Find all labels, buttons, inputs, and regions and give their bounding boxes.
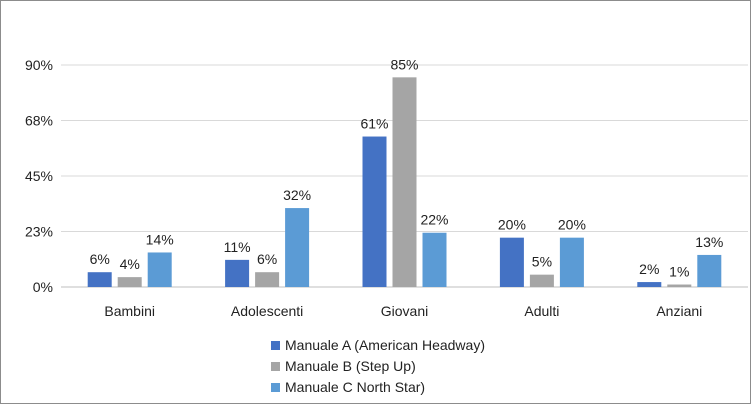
y-tick-label: 45% bbox=[25, 168, 53, 184]
bar-anziani-series-1 bbox=[637, 282, 662, 287]
data-label: 61% bbox=[360, 116, 388, 132]
y-tick-label: 68% bbox=[25, 113, 53, 129]
data-label: 4% bbox=[120, 256, 140, 272]
data-label: 6% bbox=[90, 251, 110, 267]
category-label: Anziani bbox=[656, 303, 702, 319]
y-tick-label: 0% bbox=[33, 279, 53, 295]
category-label: Adolescenti bbox=[231, 303, 303, 319]
legend-swatch bbox=[271, 362, 280, 371]
data-label: 32% bbox=[283, 187, 311, 203]
data-label: 14% bbox=[146, 231, 174, 247]
x-axis-categories: Bambini Adolescenti Giovani Adulti Anziani bbox=[104, 303, 702, 319]
bar-adulti-series-1 bbox=[499, 237, 524, 287]
legend-label: Manuale C North Star) bbox=[285, 379, 425, 395]
data-label: 20% bbox=[558, 217, 586, 233]
data-label: 11% bbox=[224, 239, 251, 255]
data-label: 2% bbox=[639, 261, 659, 277]
data-label: 22% bbox=[420, 212, 448, 228]
y-axis-ticks: 0% 23% 45% 68% 90% bbox=[25, 57, 53, 295]
legend-swatch bbox=[271, 383, 280, 392]
legend-label: Manuale A (American Headway) bbox=[285, 337, 485, 353]
data-label: 85% bbox=[390, 56, 418, 72]
data-label: 1% bbox=[669, 264, 689, 280]
bar-adolescenti-series-3 bbox=[285, 208, 310, 287]
category-label: Adulti bbox=[524, 303, 559, 319]
category-label: Bambini bbox=[104, 303, 155, 319]
y-tick-label: 23% bbox=[25, 224, 53, 240]
legend: Manuale A (American Headway) Manuale B (S… bbox=[271, 337, 485, 395]
bar-adulti-series-2 bbox=[529, 274, 554, 287]
data-label: 20% bbox=[498, 217, 526, 233]
bar-adolescenti-series-2 bbox=[255, 272, 280, 287]
bar-adulti-series-3 bbox=[559, 237, 584, 287]
category-label: Giovani bbox=[381, 303, 428, 319]
bar-bambini-series-3 bbox=[147, 252, 172, 287]
bar-giovani-series-1 bbox=[362, 136, 387, 287]
bar-bambini-series-1 bbox=[87, 272, 112, 287]
bar-anziani-series-3 bbox=[697, 254, 722, 287]
bar-bambini-series-2 bbox=[117, 277, 142, 287]
bars bbox=[87, 77, 722, 287]
data-label: 13% bbox=[695, 234, 723, 250]
bar-adolescenti-series-1 bbox=[225, 259, 250, 287]
data-label: 6% bbox=[257, 251, 277, 267]
bar-anziani-series-2 bbox=[667, 284, 692, 287]
data-labels: 6% 4% 14% 11% 6% 32% 61% 85% 22% 20% 5% 20% 2% 1% 13% bbox=[90, 56, 724, 279]
bar-giovani-series-3 bbox=[422, 232, 447, 287]
legend-label: Manuale B (Step Up) bbox=[285, 358, 416, 374]
data-label: 5% bbox=[532, 254, 552, 270]
y-tick-label: 90% bbox=[25, 57, 53, 73]
bar-giovani-series-2 bbox=[392, 77, 417, 287]
legend-swatch bbox=[271, 341, 280, 350]
